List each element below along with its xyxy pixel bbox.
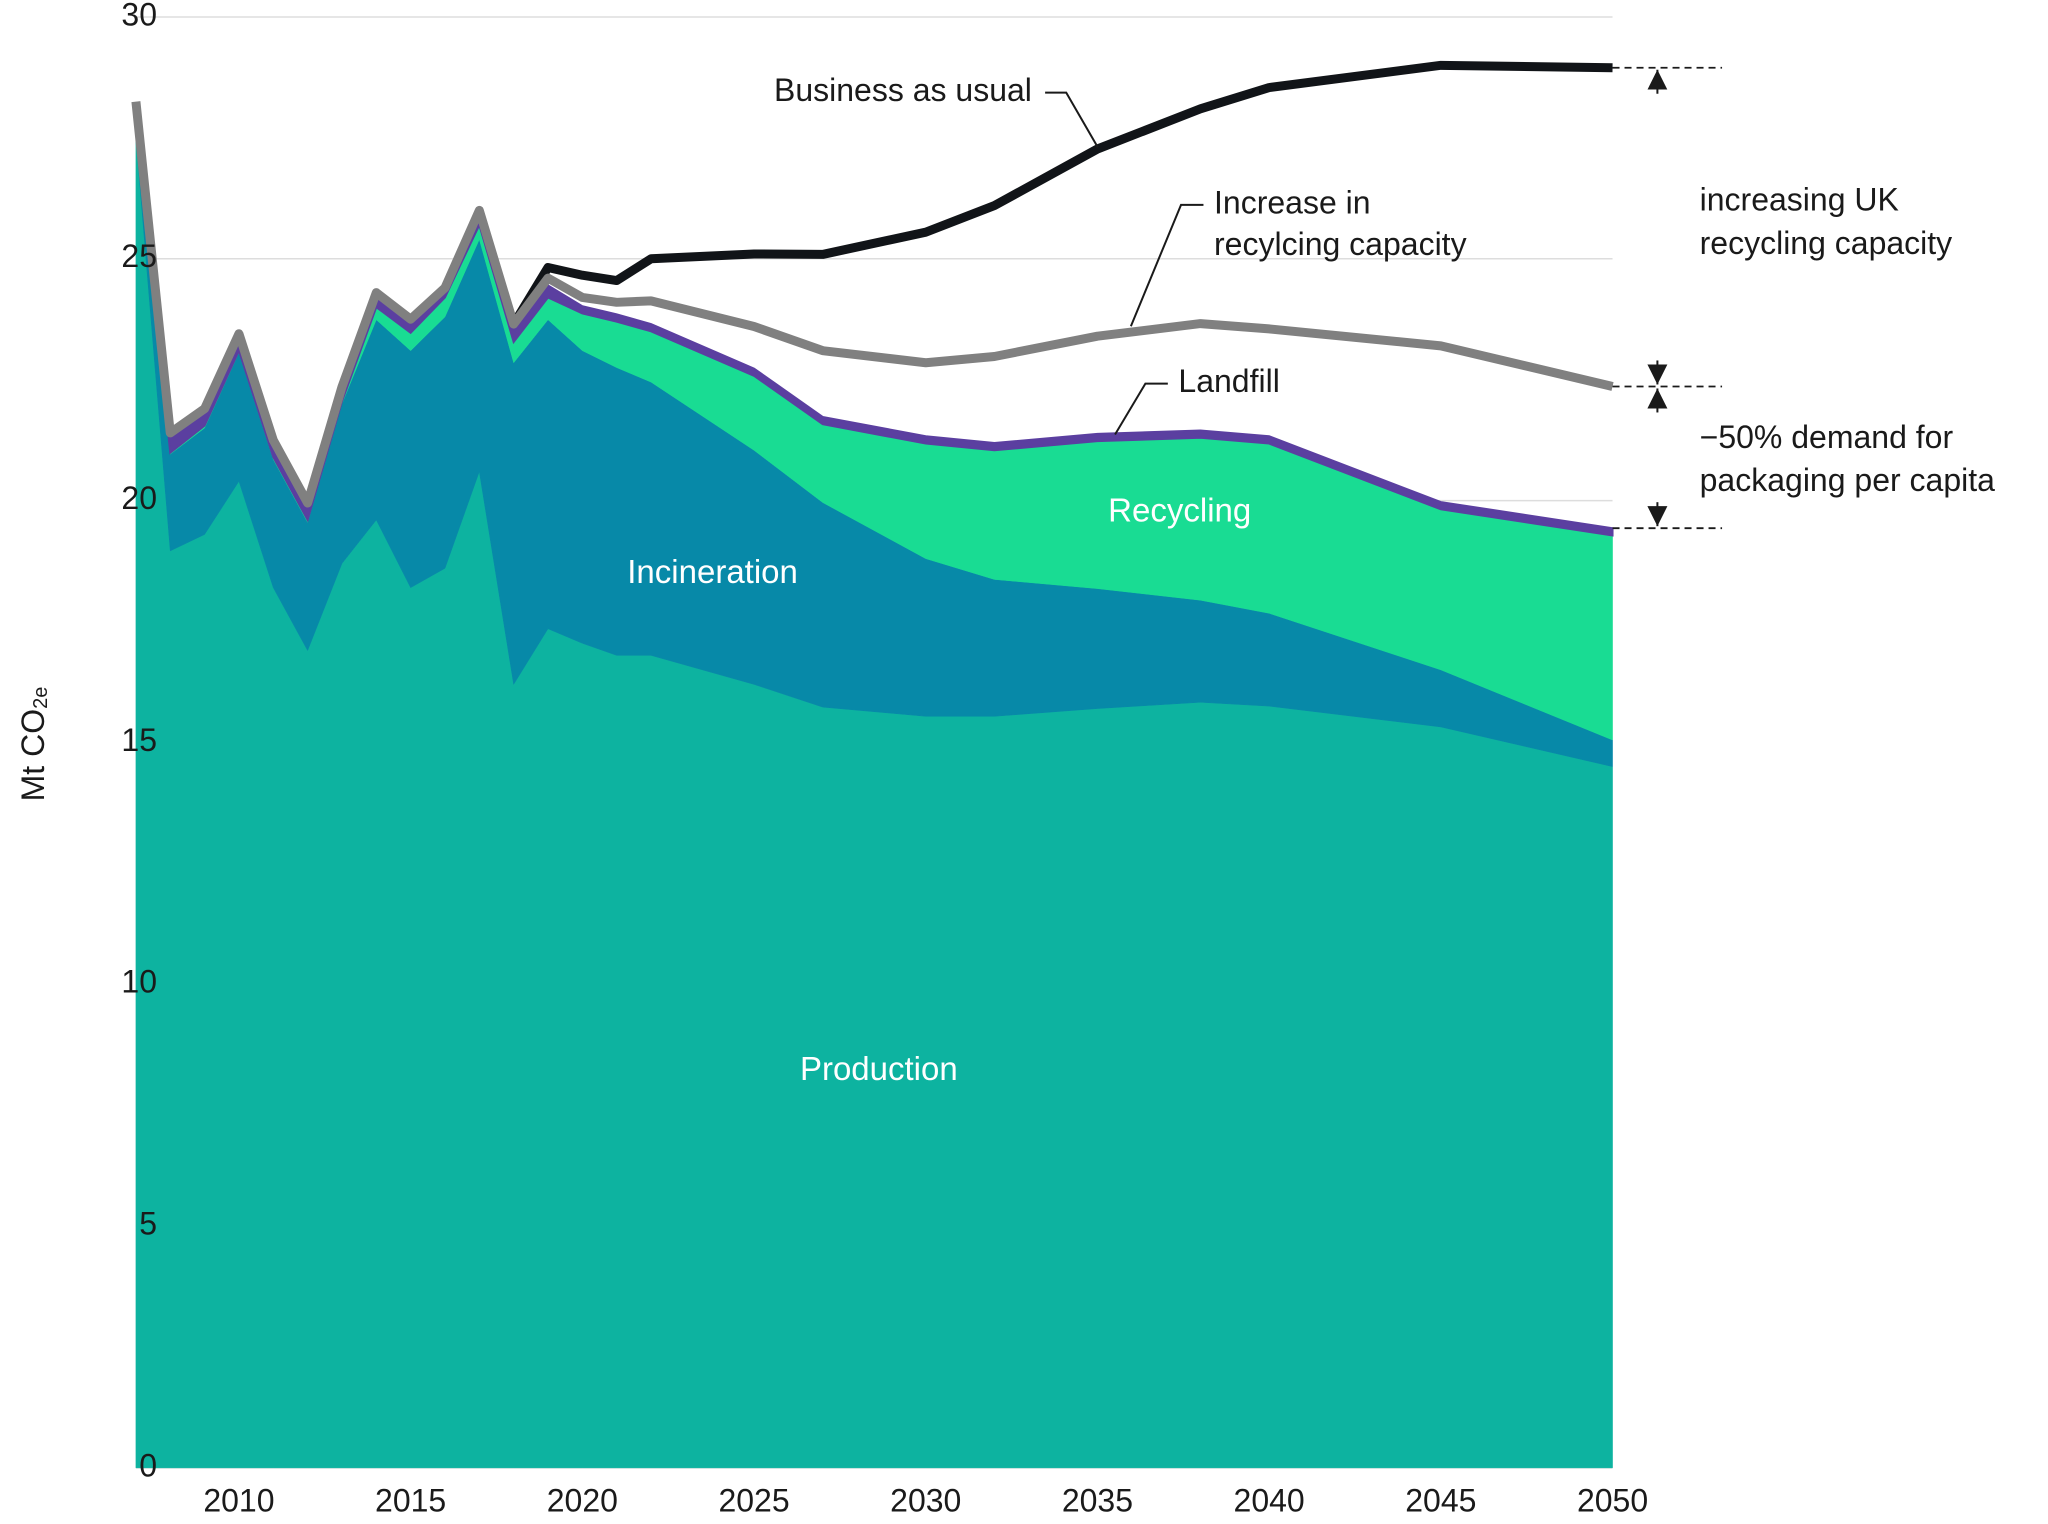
line-label: recylcing capacity xyxy=(1214,226,1467,262)
line-series xyxy=(131,101,1614,508)
areas xyxy=(134,103,1614,1469)
line-label: Business as usual xyxy=(774,72,1032,108)
leader-line xyxy=(1114,382,1168,436)
x-tick-label: 2050 xyxy=(1577,1483,1648,1519)
x-tick-label: 2010 xyxy=(203,1483,274,1519)
leader-line xyxy=(1045,91,1099,148)
y-axis-label: Mt CO2e xyxy=(15,687,52,802)
area-label: Production xyxy=(800,1050,958,1087)
x-tick-label: 2025 xyxy=(718,1483,789,1519)
x-tick-label: 2015 xyxy=(375,1483,446,1519)
side-annotation: −50% demand for xyxy=(1700,419,1954,455)
y-axis-label-text: Mt CO xyxy=(15,709,51,801)
x-tick-label: 2045 xyxy=(1405,1483,1476,1519)
y-tick-label: 30 xyxy=(121,0,157,32)
x-tick-label: 2035 xyxy=(1062,1483,1133,1519)
line-label: Increase in xyxy=(1214,184,1371,220)
side-annotation: increasing UK xyxy=(1700,182,1899,218)
y-tick-label: 0 xyxy=(139,1447,157,1483)
series-label: Landfill xyxy=(1178,363,1279,399)
leader-line xyxy=(1129,203,1204,327)
line-series xyxy=(509,60,1613,327)
x-tick-label: 2020 xyxy=(547,1483,618,1519)
y-tick-label: 5 xyxy=(139,1206,157,1242)
y-axis-label-subscript: 2e xyxy=(30,687,52,709)
y-tick-label: 15 xyxy=(121,722,157,758)
area-label: Recycling xyxy=(1108,492,1251,529)
lines xyxy=(131,60,1614,508)
y-tick-label: 20 xyxy=(121,480,157,516)
area-label: Incineration xyxy=(627,553,798,590)
x-tick-label: 2040 xyxy=(1234,1483,1305,1519)
y-tick-label: 10 xyxy=(121,964,157,1000)
x-tick-label: 2030 xyxy=(890,1483,961,1519)
side-annotation: recycling capacity xyxy=(1700,225,1953,261)
y-tick-label: 25 xyxy=(121,238,157,274)
side-annotation: packaging per capita xyxy=(1700,462,1996,498)
